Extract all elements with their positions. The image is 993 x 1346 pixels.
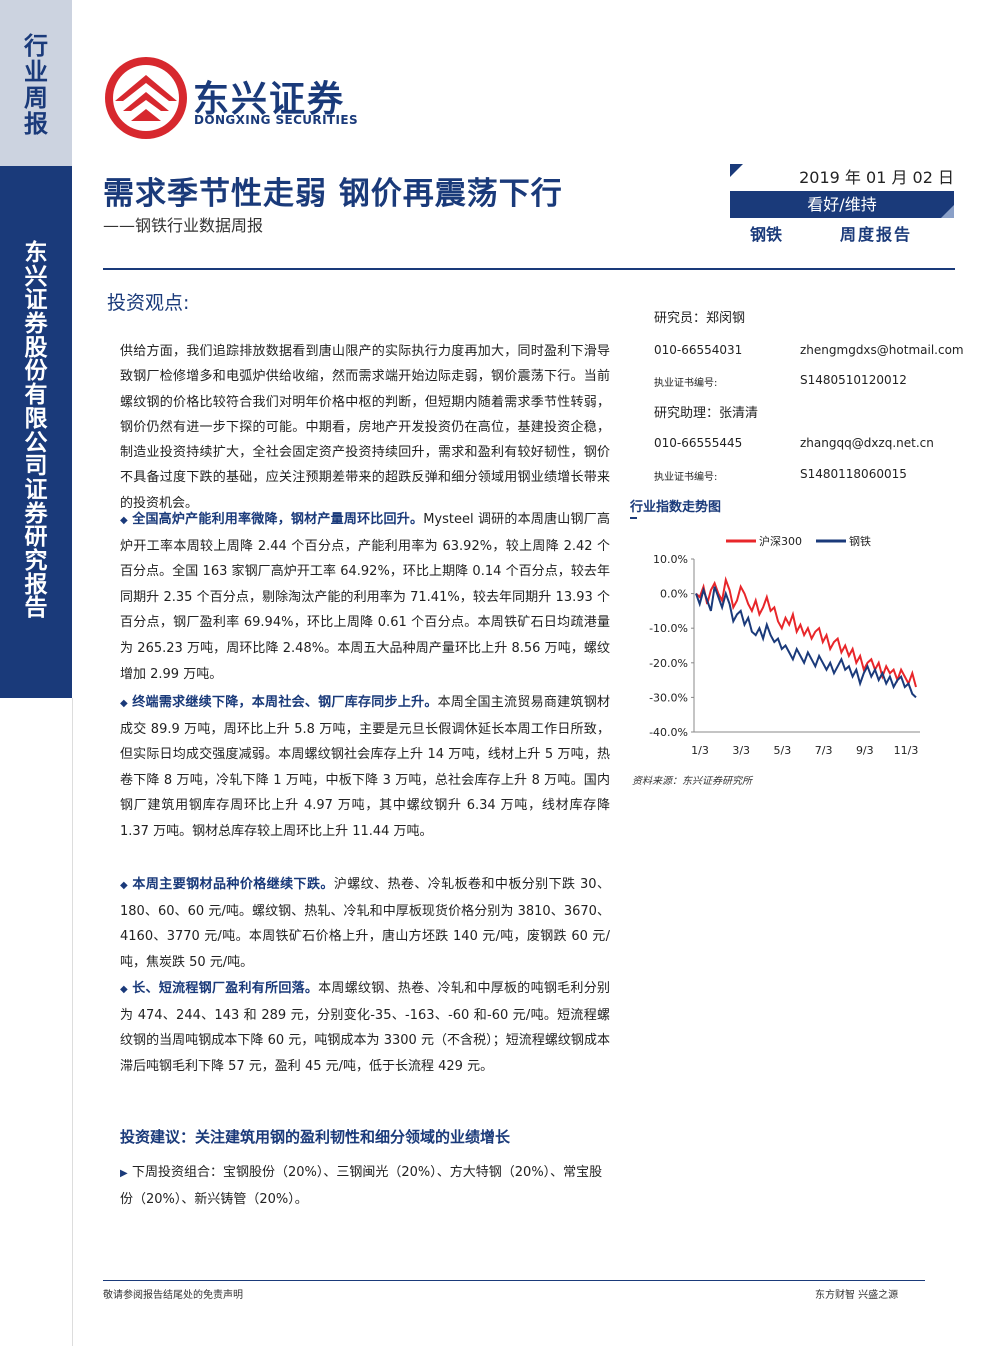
analyst-1-name: 研究员：郑闵钢 [654,311,746,326]
analyst-2-cert: S1480118060015 [800,467,907,481]
sector-label: 钢铁 [750,225,783,244]
sidebar-company-label: 东 兴 证 券 股 份 有 限 公 司 证 券 研 究 报 告 [0,240,72,622]
sidebar-char: 份 [24,358,48,385]
bullet-triangle-icon: ▶ [120,1168,128,1179]
bullet-diamond-icon: ◆ [120,698,128,709]
analyst-1-cert-label: 执业证书编号: [654,378,718,389]
bullet-text: 沪螺纹、热卷、冷轧板卷和中板分别下跌 30、180、60、60 元/吨。螺纹钢、… [120,877,610,970]
bullet-head: 长、短流程钢厂盈利有所回落。 [132,981,319,996]
intro-paragraph: 供给方面，我们追踪排放数据看到唐山限产的实际执行力度再加大，同时盈利下滑导致钢厂… [120,344,610,511]
chart-source: 资料来源：东兴证券研究所 [632,776,752,787]
rating-badge: 看好/维持 [730,191,954,218]
sidebar-char: 证 [24,287,48,314]
sidebar-char: 行 [24,32,48,60]
report-type-label: 周度报告 [840,225,913,244]
sidebar-char: 东 [24,240,48,266]
brand-name: 东兴证券 [193,79,346,120]
chart-title: 行业指数走势图 [630,500,722,515]
sidebar-char: 周 [24,83,48,112]
bullet-diamond-icon: ◆ [120,984,128,995]
analyst-2-email: zhangqq@dxzq.net.cn [800,436,934,450]
sidebar-char: 限 [24,405,48,432]
sidebar-char: 证 [24,476,48,503]
sidebar-char: 报 [24,109,48,138]
chart-title-underline [630,517,637,519]
recommendation-body: 下周投资组合：宝钢股份（20%）、三钢闽光（20%）、方大特钢（20%）、常宝股… [120,1165,603,1207]
bullet-text: 本周全国主流贸易商建筑钢材成交 89.9 万吨，周环比上升 5.8 万吨，主要是… [120,695,610,839]
date-rating-box: 2019 年 01 月 02 日 看好/维持 [730,164,954,218]
bullet-text: Mysteel 调研的本周唐山钢厂高炉开工率本周较上周降 2.44 个百分点，产… [120,512,610,682]
bullet-item: ◆ 长、短流程钢厂盈利有所回落。本周螺纹钢、热卷、冷轧和中厚板的吨钢毛利分别为 4… [120,976,610,1079]
bullet-text: 本周螺纹钢、热卷、冷轧和中厚板的吨钢毛利分别为 474、244、143 和 28… [120,981,610,1074]
sidebar-char: 券 [24,500,48,527]
series-line-hs300 [695,575,917,688]
report-title: 需求季节性走弱 钢价再震荡下行 [103,176,563,212]
legend-label: 钢铁 [849,535,871,548]
section-heading: 投资观点: [107,292,190,314]
analyst-2-name: 研究助理：张清清 [654,406,759,421]
sidebar-char: 告 [24,595,48,622]
x-tick-label: 1/3 [691,744,709,757]
bullet-diamond-icon: ◆ [120,515,128,526]
sidebar-char: 究 [24,547,48,574]
bullet-item: ◆ 本周主要钢材品种价格继续下跌。沪螺纹、热卷、冷轧板卷和中板分别下跌 30、18… [120,872,610,975]
recommendation-text: ▶ 下周投资组合：宝钢股份（20%）、三钢闽光（20%）、方大特钢（20%）、常宝… [120,1160,610,1212]
footer-slogan: 东方财智 兴盛之源 [815,1290,899,1301]
sidebar-char: 研 [24,524,48,551]
analyst-2-phone: 010-66555445 [654,436,743,450]
analyst-2-cert-label: 执业证书编号: [654,472,718,483]
header-divider [103,268,955,270]
analyst-1-cert: S1480510120012 [800,373,907,387]
footer-disclaimer: 敬请参阅报告结尾处的免责声明 [103,1290,243,1301]
bullet-head: 全国高炉产能利用率微降，钢材产量周环比回升。 [132,512,424,527]
sidebar-type-label: 行 业 周 报 [0,32,72,138]
recommendation-heading: 投资建议：关注建筑用钢的盈利韧性和细分领域的业绩增长 [120,1128,511,1146]
x-tick-label: 7/3 [815,744,833,757]
sidebar-char: 兴 [24,263,48,290]
bullet-diamond-icon: ◆ [120,880,128,891]
sidebar-char: 报 [24,571,48,598]
y-tick-label: -40.0% [649,726,688,739]
y-tick-label: -30.0% [649,691,688,704]
series-line-steel [695,586,917,699]
x-tick-label: 11/3 [894,744,919,757]
y-tick-label: -10.0% [649,622,688,635]
bullet-item: ◆ 终端需求继续下降，本周社会、钢厂库存同步上升。本周全国主流贸易商建筑钢材成交 … [120,690,610,845]
bullet-head: 终端需求继续下降，本周社会、钢厂库存同步上升。 [132,695,438,710]
corner-triangle-icon [730,164,743,177]
bullet-head: 本周主要钢材品种价格继续下跌。 [132,877,334,892]
corner-triangle-icon [941,205,954,218]
sidebar-char: 公 [24,429,48,456]
sidebar-char: 有 [24,382,48,409]
index-trend-chart: 10.0% 0.0% -10.0% -20.0% -30.0% -40.0%1/3 3/3 5… [649,534,920,757]
y-tick-label: -20.0% [649,657,688,670]
brand-name-en: DONGXING SECURITIES [194,113,359,127]
sidebar-char: 券 [24,311,48,338]
bullet-item: ◆ 全国高炉产能利用率微降，钢材产量周环比回升。Mysteel 调研的本周唐山钢厂… [120,507,610,687]
sidebar-char: 司 [24,453,48,480]
y-tick-label: 0.0% [660,588,688,601]
company-logo-icon [105,57,187,139]
x-tick-label: 9/3 [856,744,874,757]
sidebar-char: 业 [24,57,48,86]
footer-divider [103,1280,925,1281]
x-tick-label: 3/3 [732,744,750,757]
report-date: 2019 年 01 月 02 日 [799,168,954,187]
y-tick-label: 10.0% [653,553,688,566]
analyst-1-email: zhengmgdxs@hotmail.com [800,343,964,357]
sidebar-char: 股 [24,334,48,361]
sidebar-company: 东 兴 证 券 股 份 有 限 公 司 证 券 研 究 报 告 [0,166,72,698]
report-subtitle: ——钢铁行业数据周报 [103,216,264,235]
sidebar-blank [0,698,73,1346]
x-tick-label: 5/3 [774,744,792,757]
legend-label: 沪深300 [759,534,802,548]
analyst-1-phone: 010-66554031 [654,343,743,357]
sidebar-report-type: 行 业 周 报 [0,0,72,166]
